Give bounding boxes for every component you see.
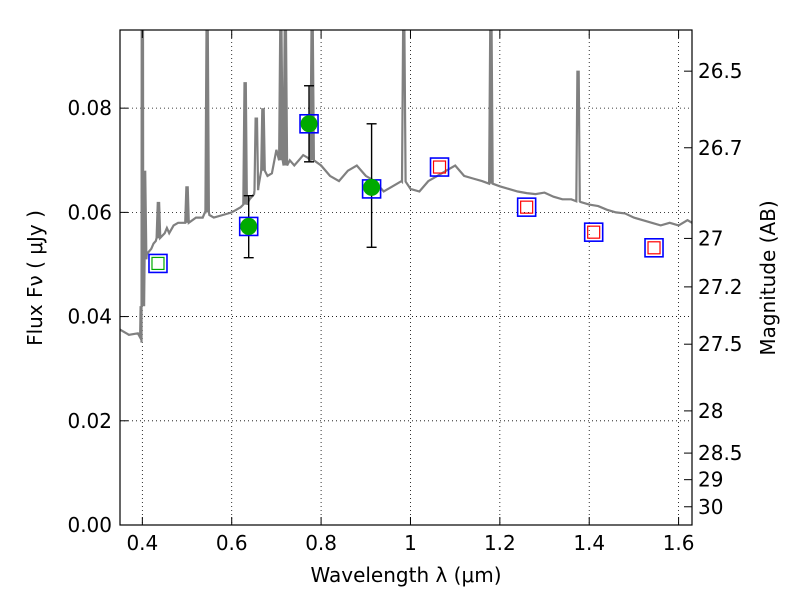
model-photometry-square	[516, 197, 537, 217]
x-tick-label: 1.4	[573, 531, 605, 555]
x-tick-label: 0.4	[126, 531, 158, 555]
plot-frame	[119, 29, 693, 526]
model-photometry-square	[644, 238, 664, 258]
observed-limit-square	[151, 256, 165, 271]
right-tick-label: 27.5	[698, 332, 743, 356]
model-photometry-square	[583, 222, 604, 242]
observed-flux-point	[363, 178, 381, 196]
x-tick-label: 0.8	[305, 531, 337, 555]
model-photometry-square	[238, 216, 259, 237]
x-tick-label: 1	[404, 531, 417, 555]
observed-flux-point	[300, 115, 318, 133]
y-tick-label: 0.08	[67, 96, 112, 120]
right-tick-label: 26.5	[698, 59, 743, 83]
model-photometry-square	[299, 113, 319, 134]
observed-flux-point	[240, 217, 258, 235]
right-tick-label: 28.5	[698, 441, 743, 465]
right-tick-label: 27.2	[698, 275, 743, 299]
observed-limit-square	[587, 225, 601, 239]
axis-ticks: 0.4 0.6 0.8 1 1.2 1.4 1.6 0.00 0.02 0.04 0.06 0.08 2…	[67, 30, 743, 555]
y-axis-label: Flux Fν ( μJy )	[23, 210, 47, 346]
x-tick-label: 1.6	[663, 531, 695, 555]
sed-model-line	[120, 30, 692, 343]
model-photometry-square	[429, 157, 450, 177]
data-markers	[148, 113, 664, 274]
y-tick-label: 0.04	[67, 305, 112, 329]
y-tick-label: 0.00	[67, 513, 112, 537]
observed-limit-square	[647, 241, 661, 255]
x-axis-label: Wavelength λ (μm)	[310, 563, 501, 587]
sed-model-curve	[120, 30, 692, 343]
y-tick-label: 0.02	[67, 409, 112, 433]
right-axis-label: Magnitude (AB)	[756, 200, 780, 355]
right-tick-label: 30	[698, 495, 723, 519]
y-tick-label: 0.06	[67, 200, 112, 224]
model-photometry-square	[148, 253, 168, 274]
right-tick-label: 27	[698, 226, 723, 250]
right-tick-label: 29	[698, 468, 723, 492]
right-tick-label: 26.7	[698, 136, 743, 160]
x-tick-label: 1.2	[484, 531, 516, 555]
observed-limit-square	[432, 160, 447, 174]
observed-limit-square	[520, 200, 534, 214]
right-tick-label: 28	[698, 399, 723, 423]
x-tick-label: 0.6	[216, 531, 248, 555]
